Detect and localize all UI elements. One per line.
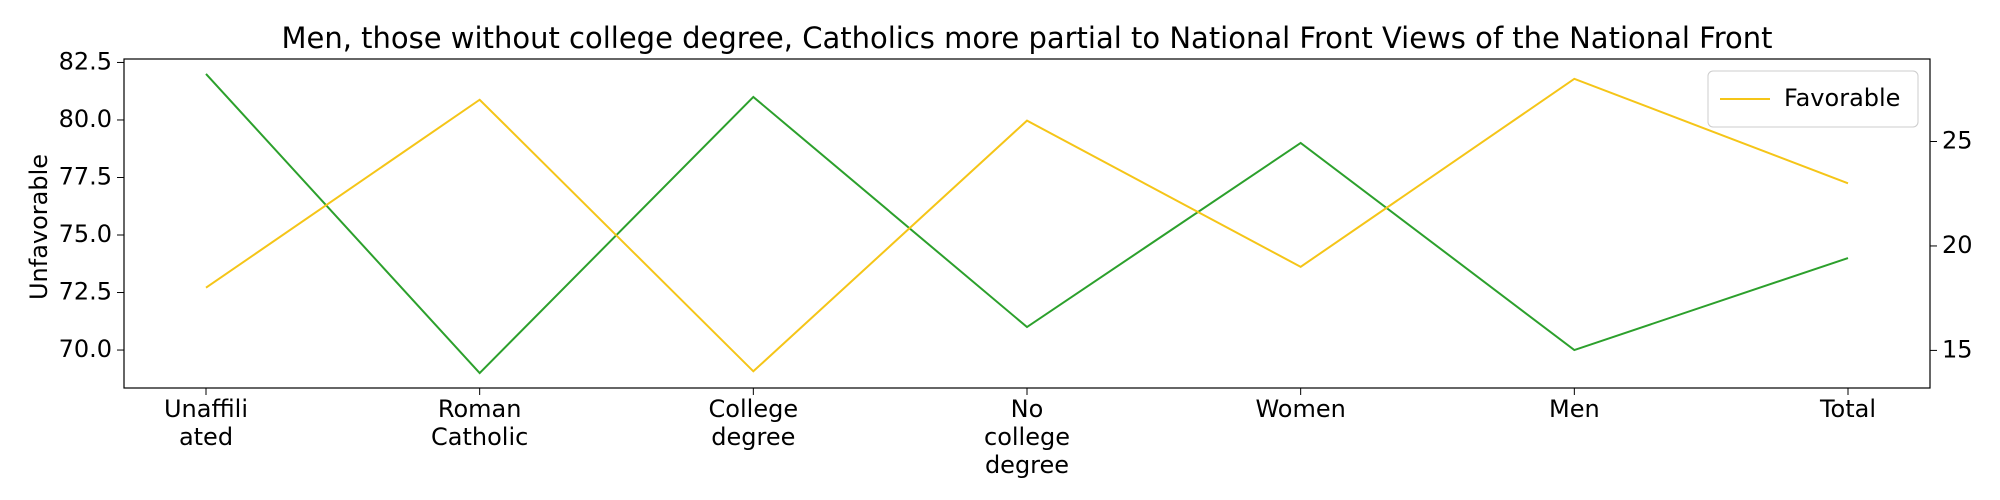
x-tick-label: Roman Catholic [431, 395, 528, 451]
plot-frame [123, 58, 1931, 389]
legend-box [1707, 70, 1919, 128]
y-tick-label: 75.0 [59, 220, 112, 248]
y-axis-label: Unfavorable [25, 154, 53, 300]
data-line [205, 77, 1849, 373]
x-tick-label: College degree [709, 395, 799, 451]
x-tick-label: Men [1549, 395, 1600, 423]
x-tick-label: Total [1819, 395, 1876, 423]
y-tick-label: 82.5 [59, 47, 112, 75]
chart-title: Men, those without college degree, Catho… [281, 21, 1772, 55]
y-tick-label: 80.0 [59, 105, 112, 133]
x-tick-label: No college degree [984, 395, 1070, 479]
y2-tick-label: 15 [1942, 335, 1973, 363]
y2-tick-label: 20 [1942, 231, 1973, 259]
legend-label: Favorable [1784, 84, 1900, 112]
y-tick-label: 77.5 [59, 162, 112, 190]
x-tick-label: Unaffili ated [164, 395, 248, 451]
y-tick-label: 70.0 [59, 335, 112, 363]
y2-tick-label: 25 [1942, 127, 1973, 155]
data-line [205, 73, 1849, 375]
x-tick-label: Women [1255, 395, 1345, 423]
y-tick-label: 72.5 [59, 278, 112, 306]
